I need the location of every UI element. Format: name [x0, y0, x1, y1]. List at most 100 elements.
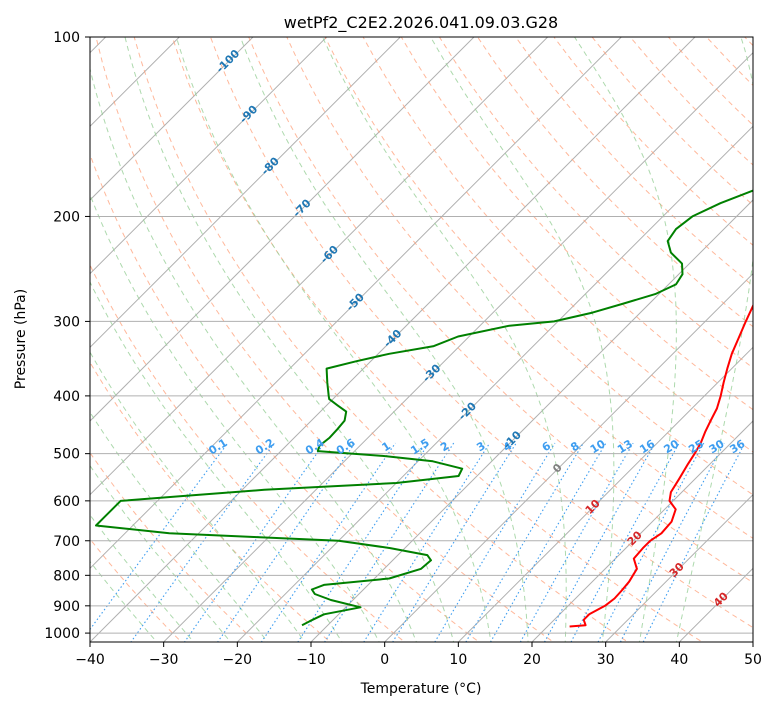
- dry-adiabat: [286, 37, 753, 539]
- dry-adiabat: [95, 37, 555, 642]
- x-axis-label: Temperature (°C): [360, 681, 482, 697]
- dry-adiabat: [90, 152, 480, 642]
- y-tick-label: 700: [53, 534, 80, 550]
- moist-adiabat: [90, 193, 380, 642]
- y-tick-label: 300: [53, 314, 80, 330]
- plot-frame: [89, 36, 754, 643]
- x-tick-label: 0: [380, 652, 389, 668]
- x-tick-label: 20: [523, 652, 541, 668]
- mixing-ratio-line: [642, 442, 746, 642]
- moist-adiabat: [430, 37, 615, 642]
- moist-adiabat: [90, 464, 232, 642]
- moist-adiabat: [322, 37, 567, 642]
- isotherm-line: [90, 37, 254, 201]
- mixing-ratio-label: 2: [438, 439, 451, 454]
- isotherm-label: 40: [711, 589, 731, 609]
- mixing-ratio-label: 0.4: [303, 436, 327, 458]
- x-tick-label: 30: [597, 652, 615, 668]
- moist-adiabat: [239, 37, 529, 642]
- moist-adiabat: [675, 37, 753, 642]
- isotherm-line: [90, 37, 181, 128]
- dry-adiabat: [668, 37, 753, 126]
- y-tick-label: 600: [53, 494, 80, 510]
- isotherm-label: 10: [583, 497, 603, 517]
- mixing-ratio-label: 1.5: [408, 436, 431, 457]
- isotherm-line: [531, 420, 753, 642]
- moist-adiabat: [124, 37, 455, 642]
- isotherm-line: [752, 641, 753, 642]
- mixing-ratio-line: [260, 442, 396, 642]
- mixing-ratio-line: [130, 442, 275, 642]
- dry-adiabat: [744, 37, 753, 47]
- isotherm-line: [383, 272, 753, 642]
- temperature-trace: [569, 303, 753, 628]
- y-tick-label: 200: [53, 209, 80, 225]
- mixing-ratio-line: [363, 442, 491, 642]
- mixing-ratio-line: [489, 442, 607, 642]
- isotherm-line: [90, 37, 549, 496]
- dry-adiabat: [90, 451, 257, 642]
- moist-adiabat: [90, 351, 306, 642]
- mixing-ratio-line: [90, 442, 229, 631]
- dry-adiabat: [248, 37, 753, 584]
- dry-adiabat: [90, 538, 183, 642]
- mixing-ratio-label: 6: [540, 439, 554, 454]
- isotherm-line: [236, 125, 753, 642]
- y-tick-label: 400: [53, 389, 80, 405]
- moist-adiabat: [574, 37, 677, 642]
- mixing-ratio-line: [324, 442, 455, 642]
- mixing-ratio-line: [570, 442, 680, 642]
- dry-adiabat: [706, 37, 753, 87]
- moist-adiabat: [175, 37, 492, 642]
- moist-adiabat: [90, 411, 269, 642]
- mixing-ratio-line: [183, 442, 325, 642]
- dry-adiabat: [133, 37, 629, 642]
- dry-adiabat: [438, 37, 753, 369]
- dry-adiabat: [477, 37, 753, 328]
- dry-adiabat: [90, 361, 331, 642]
- isotherm-line: [604, 493, 753, 642]
- isotherm-label: 30: [667, 560, 687, 580]
- isotherm-line: [90, 37, 328, 275]
- y-tick-label: 1000: [44, 626, 80, 642]
- isotherm-line: [0, 10, 59, 658]
- mixing-ratio-line: [597, 442, 705, 642]
- mixing-ratio-line: [392, 442, 517, 642]
- moist-adiabat: [90, 280, 343, 642]
- mixing-ratio-label: 3: [474, 439, 487, 454]
- dewpoint-trace: [95, 189, 753, 627]
- isotherm-label: 0: [550, 461, 565, 476]
- x-tick-label: 10: [449, 652, 467, 668]
- x-tick-label: −20: [223, 652, 253, 668]
- isotherm-label: -80: [259, 154, 282, 177]
- mixing-ratio-label: 0.1: [206, 436, 229, 457]
- dry-adiabat: [400, 37, 753, 411]
- y-tick-label: 100: [53, 30, 80, 46]
- isotherm-line: [90, 37, 475, 422]
- x-tick-label: −10: [296, 652, 326, 668]
- x-tick-label: −40: [75, 652, 105, 668]
- y-axis-label: Pressure (hPa): [13, 289, 29, 389]
- y-tick-label: 900: [53, 599, 80, 615]
- x-tick-label: −30: [149, 652, 179, 668]
- dry-adiabat: [515, 37, 753, 287]
- isotherm-line: [162, 51, 753, 642]
- isotherm-line: [90, 37, 402, 349]
- moist-adiabat: [90, 514, 195, 642]
- mixing-ratio-line: [465, 442, 584, 642]
- isotherm-line: [457, 346, 753, 642]
- isotherm-label: -50: [344, 290, 367, 313]
- isotherm-line: [90, 37, 696, 642]
- mixing-ratio-line: [434, 442, 556, 642]
- dry-adiabat: [210, 37, 753, 629]
- mixing-ratio-label: 0.2: [253, 436, 276, 457]
- moist-adiabat: [90, 66, 417, 642]
- y-tick-label: 800: [53, 568, 80, 584]
- dry-adiabat: [90, 263, 406, 642]
- mixing-ratio-line: [543, 442, 656, 642]
- isotherm-line: [90, 37, 623, 570]
- chart-title: wetPf2_C2E2.2026.041.09.03.G28: [284, 13, 558, 33]
- x-tick-label: 50: [744, 652, 762, 668]
- moist-adiabat: [90, 560, 158, 642]
